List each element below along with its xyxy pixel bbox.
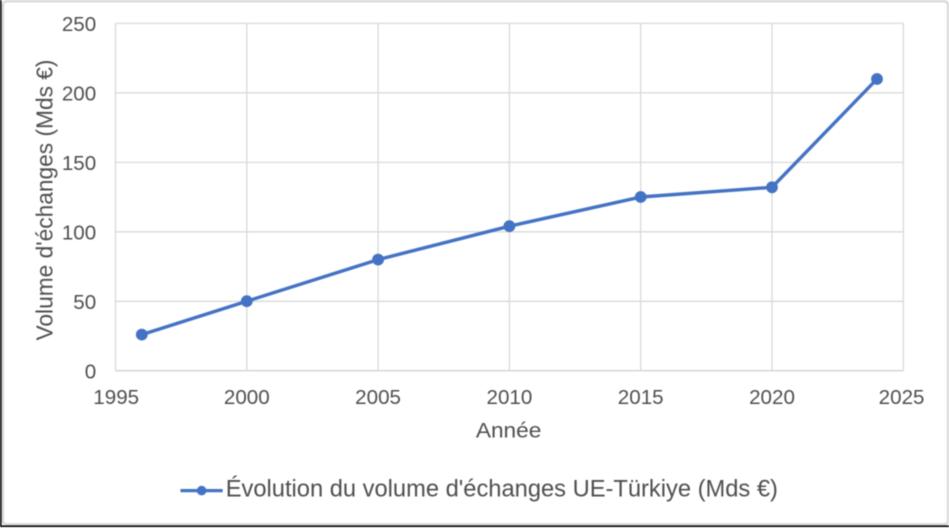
svg-text:200: 200 xyxy=(62,83,96,106)
svg-text:Année: Année xyxy=(476,420,542,443)
svg-text:2020: 2020 xyxy=(749,386,795,409)
svg-text:100: 100 xyxy=(62,221,96,244)
svg-text:1995: 1995 xyxy=(93,386,139,409)
svg-text:0: 0 xyxy=(85,360,96,383)
svg-text:50: 50 xyxy=(73,291,96,314)
svg-text:2005: 2005 xyxy=(355,386,401,409)
svg-text:150: 150 xyxy=(62,152,96,175)
svg-text:Évolution du volume d'échanges: Évolution du volume d'échanges UE-Türkiy… xyxy=(226,476,778,503)
svg-text:2000: 2000 xyxy=(224,386,270,409)
svg-text:Volume d'échanges (Mds €): Volume d'échanges (Mds €) xyxy=(31,60,57,341)
svg-text:2025: 2025 xyxy=(879,386,925,409)
svg-text:2010: 2010 xyxy=(486,386,532,409)
svg-text:2015: 2015 xyxy=(618,386,664,409)
svg-text:250: 250 xyxy=(62,13,96,36)
